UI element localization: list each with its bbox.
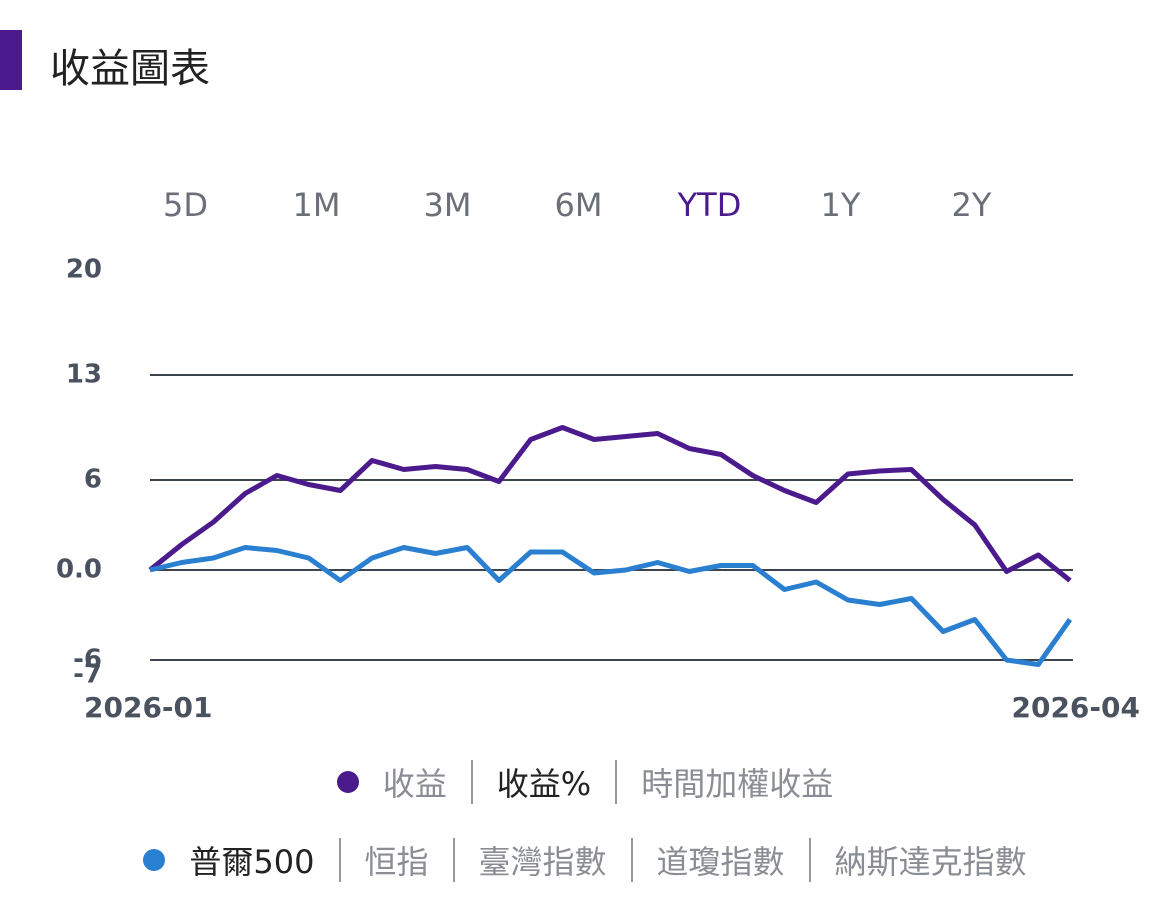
range-tab[interactable]: YTD [677,186,742,224]
range-tab[interactable]: 5D [163,186,208,224]
separator [630,838,633,882]
metric-option[interactable]: 時間加權收益 [641,765,834,803]
metric-option[interactable]: 收益% [496,765,592,803]
x-tick-label: 2026-04 [1011,691,1140,724]
separator [615,760,618,804]
benchmark-option[interactable]: 臺灣指數 [478,843,607,881]
y-tick-label: 0.0 [56,555,102,585]
separator [338,838,341,882]
benchmark-legend: 普爾500 恒指 臺灣指數 道瓊指數 納斯達克指數 [0,830,1170,890]
y-tick-label: 6 [84,465,102,495]
y-tick-label: 20 [66,255,102,285]
series-line [148,425,1072,583]
range-tab[interactable]: 3M [423,186,472,224]
legend-label[interactable]: 普爾500 [189,843,315,881]
page-title: 收益圖表 [50,46,210,92]
chart: -7-6 0.0 6 13 20 2026-01 2026-04 [56,255,1140,725]
legend-dot [143,849,166,871]
range-tab[interactable]: 6M [554,186,603,224]
range-tab[interactable]: 1M [292,186,341,224]
y-tick-label: -7 [73,660,102,690]
metric-legend: 收益 收益% 時間加權收益 [0,752,1170,812]
legend-label[interactable]: 收益 [382,765,447,803]
series-line [149,545,1073,667]
legend-dot [336,771,359,793]
separator [452,838,455,882]
range-tabs: 5D 1M 3M 6M YTD 1Y 2Y [120,186,1040,224]
y-tick-label: -6 [73,645,102,675]
x-tick-label: 2026-01 [84,691,213,724]
benchmark-option[interactable]: 納斯達克指數 [834,843,1027,881]
benchmark-option[interactable]: 道瓊指數 [656,843,785,881]
separator [470,760,473,804]
separator [808,838,811,882]
y-tick-label: 13 [66,360,102,390]
range-tab[interactable]: 1Y [820,186,861,224]
range-tab[interactable]: 2Y [951,186,992,224]
benchmark-option[interactable]: 恒指 [364,843,429,881]
title-bar [0,30,22,90]
